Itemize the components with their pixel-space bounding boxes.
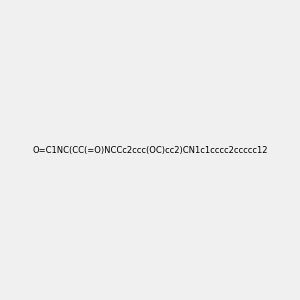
Text: O=C1NC(CC(=O)NCCc2ccc(OC)cc2)CN1c1cccc2ccccc12: O=C1NC(CC(=O)NCCc2ccc(OC)cc2)CN1c1cccc2c… [32, 146, 268, 154]
